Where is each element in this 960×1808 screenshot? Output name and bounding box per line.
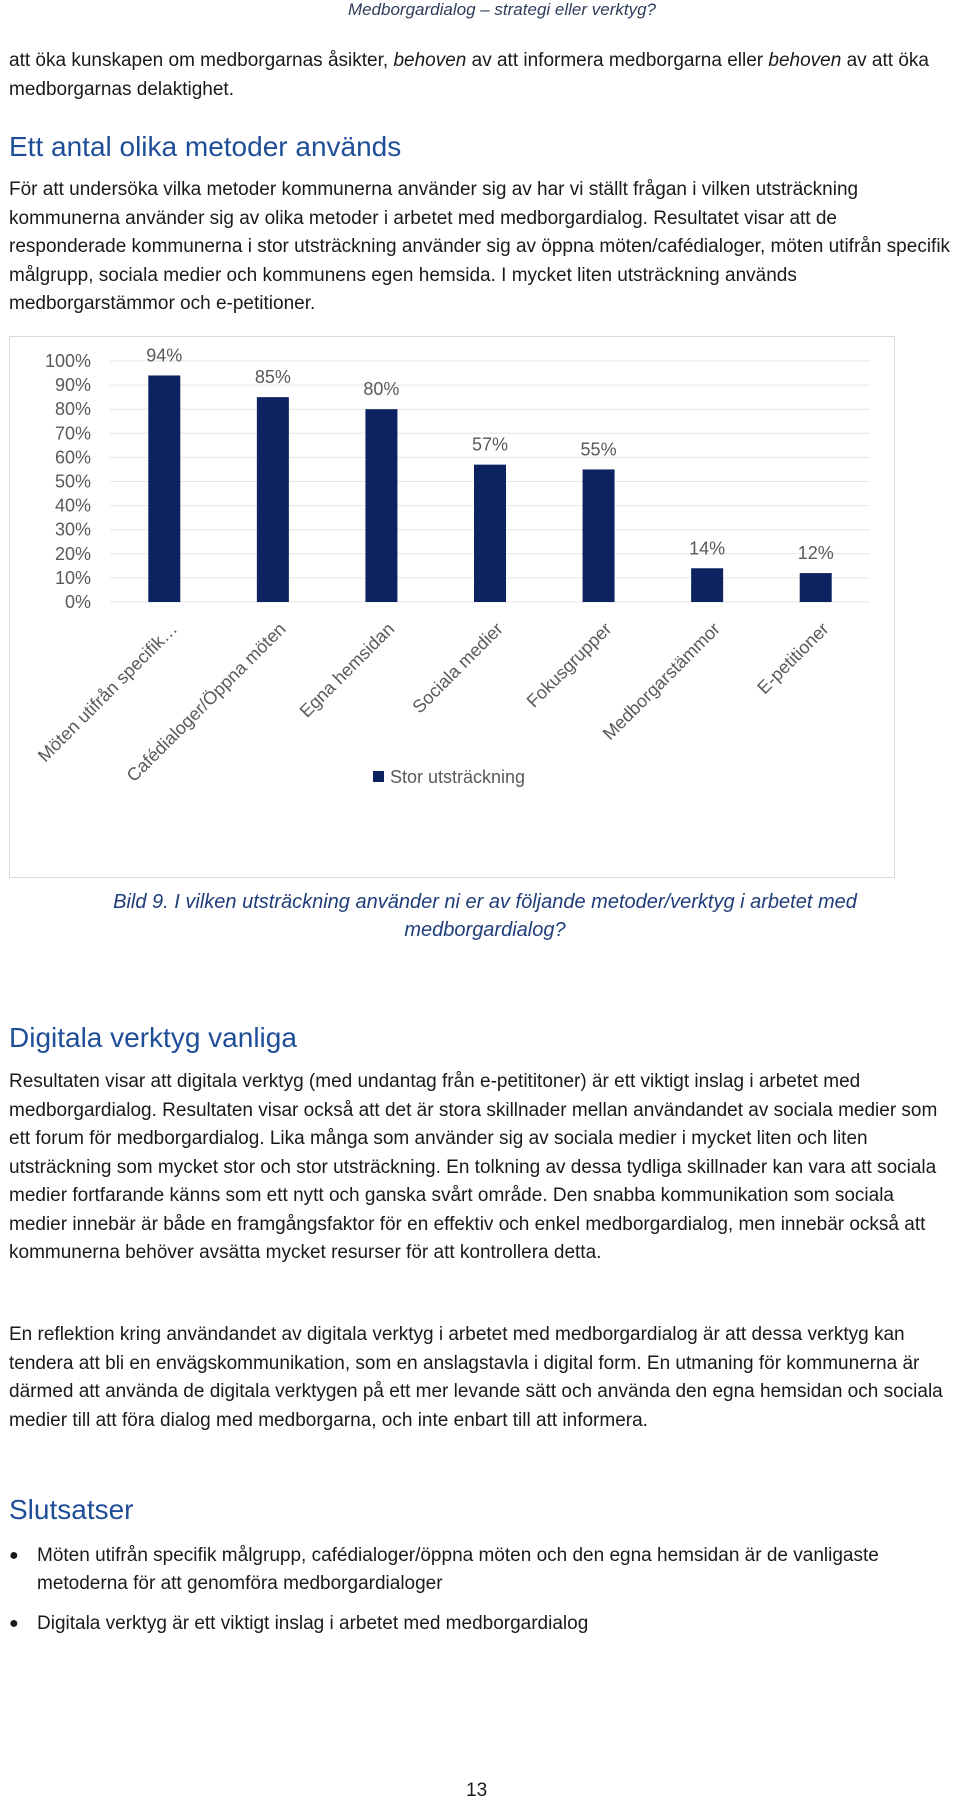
data-label: 94% <box>146 345 182 365</box>
y-tick-label: 100% <box>45 351 91 371</box>
methods-paragraph: För att undersöka vilka metoder kommuner… <box>9 179 951 314</box>
bar <box>474 464 506 602</box>
y-tick-label: 70% <box>55 423 91 443</box>
bar <box>256 397 289 602</box>
section-heading-digital: Digitala verktyg vanliga <box>9 1022 297 1053</box>
bar <box>691 568 724 602</box>
intro-paragraph: att öka kunskapen om medborgarnas åsikte… <box>9 47 957 104</box>
list-item: ● Digitala verktyg är ett viktigt inslag … <box>9 1610 957 1638</box>
legend-swatch <box>373 771 384 782</box>
intro-text: att öka kunskapen om medborgarnas åsikte… <box>9 50 394 71</box>
data-label: 12% <box>798 543 834 563</box>
bar <box>582 469 615 602</box>
intro-emphasis: behoven <box>768 50 842 71</box>
section-heading-methods: Ett antal olika metoder används <box>9 131 402 162</box>
bar <box>799 573 832 602</box>
page-number: 13 <box>466 1780 488 1801</box>
bar <box>365 409 398 602</box>
y-tick-label: 50% <box>55 472 91 492</box>
bullet-icon: ● <box>9 1615 19 1632</box>
x-tick-label: Medborgarstämmor <box>599 619 724 744</box>
figure-caption: Bild 9. I vilken utsträckning använder n… <box>113 891 857 941</box>
y-tick-label: 90% <box>55 375 91 395</box>
x-tick-label: E-petitioner <box>753 619 832 698</box>
data-label: 55% <box>581 439 617 459</box>
data-label: 80% <box>363 379 399 399</box>
digital-paragraph-2: En reflektion kring användandet av digit… <box>9 1324 943 1431</box>
y-tick-label: 10% <box>55 568 91 588</box>
y-tick-label: 0% <box>65 592 91 612</box>
list-item-text: Möten utifrån specifik målgrupp, cafédia… <box>37 1545 879 1594</box>
y-tick-label: 30% <box>55 520 91 540</box>
data-label: 85% <box>255 367 291 387</box>
x-tick-label: Egna hemsidan <box>296 619 399 722</box>
y-tick-label: 40% <box>55 496 91 516</box>
conclusions-list: ● Möten utifrån specifik målgrupp, cafédi… <box>9 1542 957 1650</box>
legend-label: Stor utsträckning <box>390 767 525 787</box>
intro-emphasis: behoven <box>393 50 467 71</box>
list-item: ● Möten utifrån specifik målgrupp, cafédi… <box>9 1542 957 1598</box>
x-tick-label: Sociala medier <box>408 619 506 717</box>
y-tick-label: 60% <box>55 447 91 467</box>
intro-text: av att öka medborgarnas delaktighet. <box>9 50 929 100</box>
x-tick-label: Fokusgrupper <box>523 619 616 712</box>
bar-chart: 0% 10% 20% 30% 40% 50% 60% 70% 80% 90% 100% 94% Möte… <box>9 336 895 878</box>
intro-text: av att informera medborgarna eller <box>466 50 769 71</box>
list-item-text: Digitala verktyg är ett viktigt inslag i… <box>37 1613 589 1634</box>
bullet-icon: ● <box>9 1547 19 1564</box>
y-tick-label: 20% <box>55 544 91 564</box>
section-heading-conclusions: Slutsatser <box>9 1494 134 1525</box>
data-label: 57% <box>472 435 508 455</box>
bar <box>148 375 181 602</box>
running-header: Medborgardialog – strategi eller verktyg… <box>347 0 656 19</box>
data-label: 14% <box>689 538 725 558</box>
digital-paragraph-1: Resultaten visar att digitala verktyg (m… <box>9 1071 938 1263</box>
chart-canvas: 0%10%20%30%40%50%60%70%80%90%100% 94%Möte… <box>34 345 870 787</box>
y-tick-label: 80% <box>55 399 91 419</box>
